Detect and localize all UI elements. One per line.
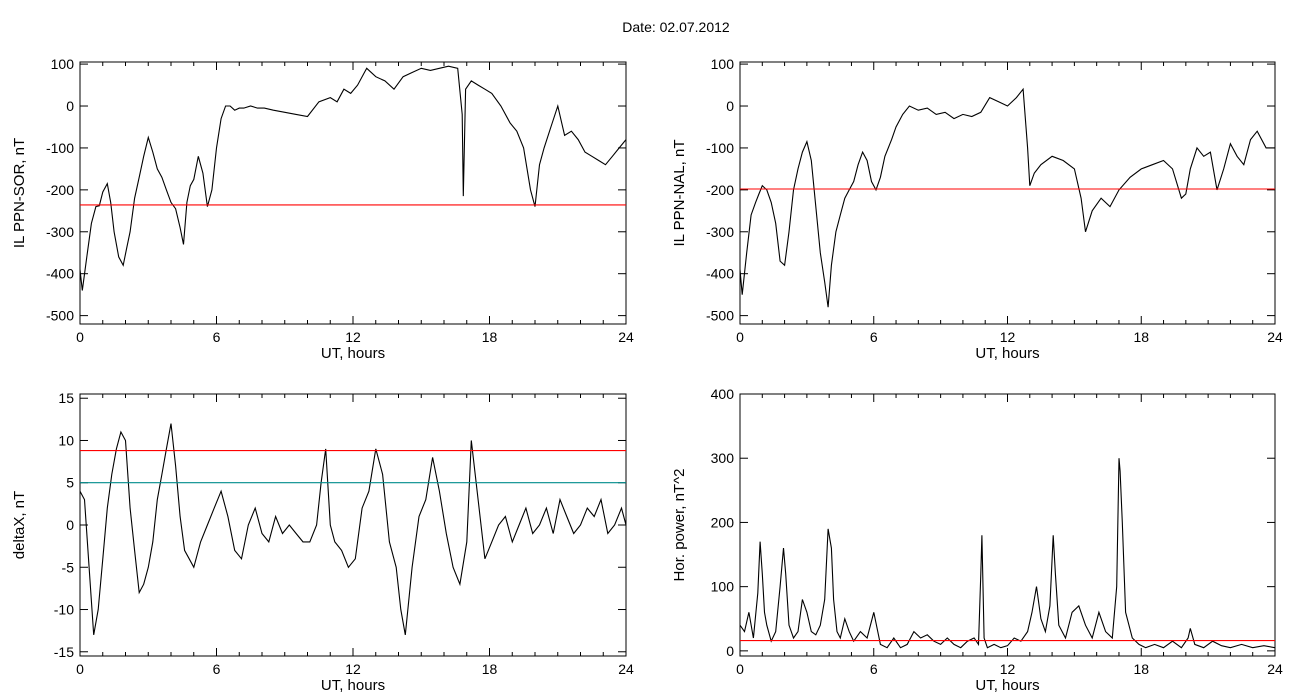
x-tick-label: 6 bbox=[870, 329, 878, 345]
chart-panel-4: 0 6 12 18 24 0 100 200 300 400 UT, hours Hor. power… bbox=[671, 386, 1283, 694]
series-signal bbox=[80, 423, 626, 635]
y-tick-label: 0 bbox=[66, 517, 74, 533]
y-tick-label: 15 bbox=[58, 390, 74, 406]
y-tick-label: -400 bbox=[46, 266, 74, 282]
x-tick-label: 18 bbox=[1133, 329, 1149, 345]
y-tick-label: -500 bbox=[46, 308, 74, 324]
y-tick-label: -400 bbox=[706, 266, 734, 282]
y-axis-label: deltaX, nT bbox=[11, 491, 28, 559]
x-tick-label: 0 bbox=[736, 329, 744, 345]
plot-frame bbox=[739, 393, 1276, 657]
y-tick-label: 10 bbox=[58, 432, 74, 448]
y-tick-label: 100 bbox=[711, 56, 735, 72]
y-tick-label: -300 bbox=[46, 224, 74, 240]
series-signal bbox=[740, 87, 1275, 308]
x-tick-label: 0 bbox=[736, 661, 744, 677]
x-axis-label: UT, hours bbox=[975, 345, 1039, 362]
x-tick-label: 0 bbox=[76, 661, 84, 677]
series-signal bbox=[80, 65, 626, 291]
y-tick-label: 0 bbox=[726, 643, 734, 659]
x-tick-label: 6 bbox=[870, 661, 878, 677]
y-tick-label: -100 bbox=[46, 140, 74, 156]
x-tick-label: 6 bbox=[213, 661, 221, 677]
x-tick-label: 18 bbox=[482, 329, 498, 345]
y-axis-label: IL PPN-SOR, nT bbox=[11, 138, 28, 248]
y-tick-label: -300 bbox=[706, 224, 734, 240]
y-tick-label: 0 bbox=[726, 98, 734, 114]
chart-panel-2: 0 6 12 18 24 -500 -400 -300 -200 -100 0 100 UT, hour… bbox=[671, 56, 1283, 362]
y-tick-label: 100 bbox=[51, 56, 75, 72]
x-tick-label: 12 bbox=[345, 661, 361, 677]
y-tick-label: -200 bbox=[706, 182, 734, 198]
y-tick-label: -15 bbox=[54, 644, 74, 660]
x-tick-label: 12 bbox=[345, 329, 361, 345]
plot-frame bbox=[79, 393, 627, 657]
x-axis-label: UT, hours bbox=[321, 345, 385, 362]
y-tick-label: 0 bbox=[66, 98, 74, 114]
y-tick-label: 5 bbox=[66, 475, 74, 491]
x-tick-label: 18 bbox=[1133, 661, 1149, 677]
x-tick-label: 12 bbox=[1000, 329, 1016, 345]
y-tick-label: -5 bbox=[62, 559, 75, 575]
chart-panel-1: 0 6 12 18 24 -500 -400 -300 -200 -100 0 100 UT, hour… bbox=[11, 56, 634, 362]
x-tick-label: 24 bbox=[618, 329, 634, 345]
y-axis-label: Hor. power, nT^2 bbox=[671, 469, 688, 582]
y-tick-label: 200 bbox=[711, 514, 735, 530]
plot-frame bbox=[739, 61, 1276, 325]
y-tick-label: -500 bbox=[706, 308, 734, 324]
y-tick-label: -100 bbox=[706, 140, 734, 156]
y-tick-label: 100 bbox=[711, 579, 735, 595]
chart-panel-3: 0 6 12 18 24 -15 -10 -5 0 5 10 15 UT, hours deltaX, n… bbox=[11, 390, 634, 694]
plot-frame bbox=[79, 61, 627, 325]
y-axis-label: IL PPN-NAL, nT bbox=[671, 140, 688, 247]
x-axis-label: UT, hours bbox=[321, 677, 385, 694]
x-tick-label: 0 bbox=[76, 329, 84, 345]
y-tick-label: 400 bbox=[711, 386, 735, 402]
x-tick-label: 24 bbox=[1267, 661, 1283, 677]
y-tick-label: -10 bbox=[54, 602, 74, 618]
page-title: Date: 02.07.2012 bbox=[622, 19, 730, 35]
y-tick-label: 300 bbox=[711, 450, 735, 466]
x-axis-label: UT, hours bbox=[975, 677, 1039, 694]
x-tick-label: 18 bbox=[482, 661, 498, 677]
x-tick-label: 12 bbox=[1000, 661, 1016, 677]
x-tick-label: 24 bbox=[618, 661, 634, 677]
x-tick-label: 6 bbox=[213, 329, 221, 345]
x-tick-label: 24 bbox=[1267, 329, 1283, 345]
series-signal bbox=[740, 458, 1275, 649]
y-tick-label: -200 bbox=[46, 182, 74, 198]
